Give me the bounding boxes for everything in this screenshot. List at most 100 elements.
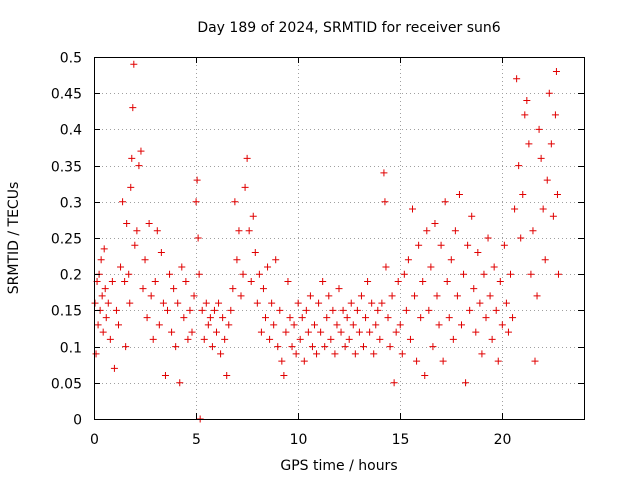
data-point [509,314,517,322]
data-point [531,357,539,365]
data-point [380,169,388,177]
data-point [298,314,306,322]
data-point [278,357,286,365]
data-point [502,299,510,307]
data-point [527,270,535,278]
data-point [549,212,557,220]
data-point [400,270,408,278]
data-point [255,270,263,278]
y-tick-labels: 0 0.05 0.1 0.15 0.2 0.25 0.3 0.35 0.4 0.45 0.5 [51,51,82,429]
data-point [188,328,196,336]
data-point [523,96,531,104]
data-point [237,292,245,300]
data-point [421,372,429,380]
data-point [92,350,100,358]
data-point [147,292,155,300]
x-tick-label: 10 [290,432,308,448]
data-point [182,277,190,285]
data-points [91,60,562,423]
data-point [141,256,149,264]
data-point [364,277,372,285]
data-point [270,321,278,329]
data-point [513,75,521,83]
data-point [231,198,239,206]
data-point [268,299,276,307]
data-point [345,335,353,343]
data-point [129,104,137,112]
data-point [223,372,231,380]
data-point [325,292,333,300]
data-point [149,335,157,343]
data-point [498,321,506,329]
data-point [213,328,220,336]
data-point [433,292,441,300]
data-point [123,220,131,228]
data-point [151,277,159,285]
data-point [381,198,389,206]
data-point [535,125,543,133]
data-point [284,277,292,285]
data-point [492,306,500,314]
data-point [315,299,323,307]
data-point [396,321,404,329]
data-point [274,343,282,351]
data-point [193,176,201,184]
data-point [139,285,147,293]
data-point [306,292,314,300]
data-point [554,270,562,278]
data-point [266,335,274,343]
data-point [494,357,502,365]
data-point [135,162,143,170]
data-point [235,227,243,235]
data-point [288,343,296,351]
data-point [164,306,171,314]
data-point [541,256,549,264]
data-point [460,270,468,278]
x-tick-label: 5 [192,432,201,448]
data-point [264,263,272,271]
data-point [206,314,214,322]
data-point [468,212,476,220]
data-point [529,227,537,235]
data-point [525,140,533,148]
y-tick-label: 0.4 [60,123,82,139]
data-point [210,306,218,314]
data-point [455,191,463,199]
data-point [545,89,553,97]
data-point [431,220,439,228]
y-tick-label: 0.35 [51,160,82,176]
data-point [128,154,136,162]
data-point [488,335,496,343]
data-point [272,256,280,264]
data-point [190,292,198,300]
data-point [486,292,494,300]
data-point [94,321,102,329]
data-point [153,227,161,235]
data-point [378,299,386,307]
data-point [319,277,327,285]
data-point [262,314,269,322]
data-point [208,343,216,351]
data-point [159,299,167,307]
data-point [335,285,343,293]
data-point [357,292,365,300]
data-point [423,227,431,235]
data-point [411,292,419,300]
y-tick-label: 0.5 [60,51,82,67]
data-point [221,335,229,343]
x-tick-labels: 0 5 10 15 20 [90,432,511,448]
data-point [110,364,118,372]
data-point [372,321,380,329]
data-point [392,328,400,336]
data-point [451,227,459,235]
data-point [317,328,325,336]
y-tick-label: 0.2 [60,268,82,284]
axis-ticks [94,57,584,420]
y-tick-label: 0.05 [51,377,82,393]
data-point [294,299,302,307]
data-point [192,198,200,206]
data-point [484,234,492,242]
data-point [537,154,545,162]
data-point [402,306,410,314]
grid [94,57,584,419]
